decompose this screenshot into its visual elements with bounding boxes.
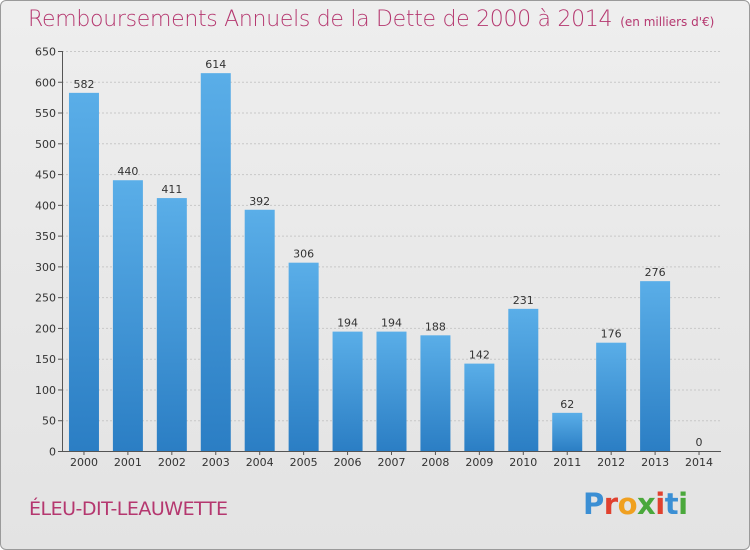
proxiti-logo: Proxiti (583, 487, 688, 521)
data-label: 582 (73, 78, 94, 91)
y-tick-label: 650 (35, 46, 56, 59)
data-label: 0 (696, 436, 703, 449)
bar (552, 412, 583, 451)
logo-letter: o (617, 487, 638, 521)
logo-letter: i (655, 487, 665, 521)
logo-letter: x (637, 487, 656, 521)
bar (288, 262, 319, 451)
y-tick-label: 350 (35, 230, 56, 243)
data-label: 62 (560, 398, 574, 411)
y-tick-label: 50 (42, 415, 56, 428)
bar (156, 198, 187, 451)
x-tick-label: 2002 (158, 456, 186, 469)
data-label: 194 (337, 317, 358, 330)
bar (332, 331, 363, 451)
data-label: 276 (645, 266, 666, 279)
y-tick-label: 150 (35, 353, 56, 366)
data-label: 392 (249, 195, 270, 208)
data-label: 142 (469, 349, 490, 362)
data-label: 411 (161, 183, 182, 196)
bar (112, 180, 143, 451)
y-tick-label: 300 (35, 261, 56, 274)
data-label: 188 (425, 320, 446, 333)
x-tick-label: 2014 (685, 456, 713, 469)
data-label: 231 (513, 294, 534, 307)
x-tick-label: 2009 (465, 456, 493, 469)
x-tick-label: 2007 (378, 456, 406, 469)
y-tick-label: 250 (35, 292, 56, 305)
x-tick-label: 2010 (509, 456, 537, 469)
axes: 0 50 100 150 200 250 300 350 400 450 500 550 600 650 2… (35, 46, 721, 469)
y-tick-label: 500 (35, 138, 56, 151)
y-tick-label: 450 (35, 169, 56, 182)
y-tick-label: 0 (49, 446, 56, 459)
logo-letter: P (583, 487, 604, 521)
x-tick-label: 2004 (246, 456, 274, 469)
x-tick-label: 2006 (334, 456, 362, 469)
x-tick-label: 2003 (202, 456, 230, 469)
chart-unit-note: (en milliers d'€) (620, 15, 715, 29)
x-tick-label: 2012 (597, 456, 625, 469)
data-label: 194 (381, 317, 402, 330)
data-label: 176 (601, 328, 622, 341)
bar (68, 92, 99, 451)
y-tick-label: 200 (35, 322, 56, 335)
bar (420, 335, 451, 451)
x-tick-label: 2005 (290, 456, 318, 469)
bar (508, 308, 539, 451)
bars: 582 440 411 614 392 306 194 194 188 142 231 62 176 27… (68, 58, 703, 452)
logo-letter: i (678, 487, 688, 521)
y-tick-label: 600 (35, 76, 56, 89)
chart-title-text: Remboursements Annuels de la Dette de 20… (28, 7, 613, 32)
bar (376, 331, 407, 451)
data-label: 306 (293, 248, 314, 261)
data-label: 614 (205, 58, 226, 71)
bar (640, 281, 671, 451)
chart-title: Remboursements Annuels de la Dette de 20… (28, 7, 714, 32)
bar (596, 342, 627, 451)
logo-letter: r (603, 487, 618, 521)
x-tick-label: 2001 (114, 456, 142, 469)
data-label: 440 (117, 165, 138, 178)
y-tick-label: 100 (35, 384, 56, 397)
x-tick-label: 2013 (641, 456, 669, 469)
y-tick-label: 550 (35, 107, 56, 120)
x-tick-label: 2011 (553, 456, 581, 469)
x-tick-label: 2000 (70, 456, 98, 469)
y-tick-label: 400 (35, 199, 56, 212)
bar (464, 363, 495, 451)
commune-name: ÉLEU-DIT-LEAUWETTE (29, 498, 228, 520)
bar (244, 209, 275, 451)
bar (200, 73, 231, 452)
x-tick-label: 2008 (421, 456, 449, 469)
logo-letter: t (664, 487, 679, 521)
